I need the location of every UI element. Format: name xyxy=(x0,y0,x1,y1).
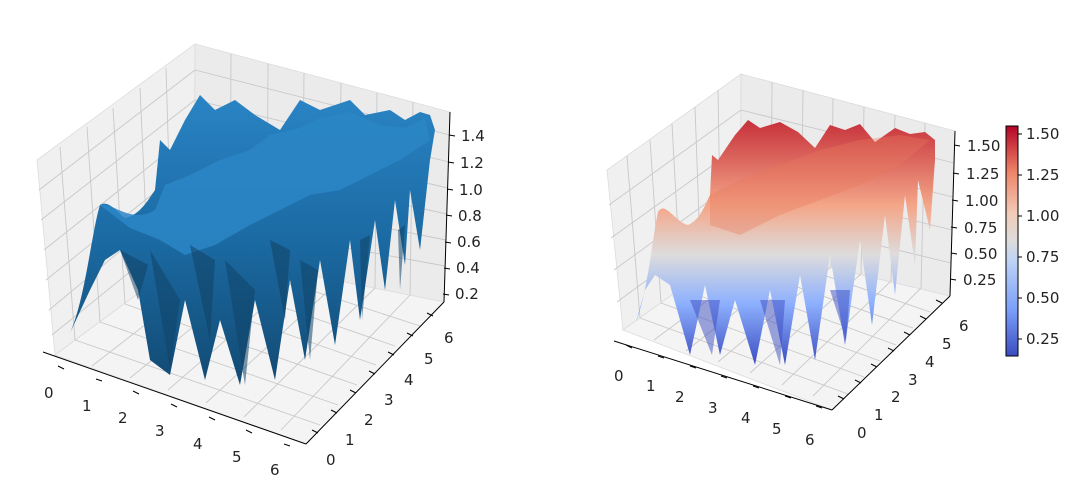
right-y-tick-1: 1 xyxy=(874,406,884,424)
right-x-tick-0: 0 xyxy=(614,367,624,385)
right-x-ticks: 0 1 2 3 4 5 6 xyxy=(614,344,823,449)
right-y-tick-3: 3 xyxy=(908,371,918,389)
colorbar-tick-1: 0.50 xyxy=(1026,289,1059,307)
left-y-tick-4: 4 xyxy=(404,371,414,389)
left-y-tick-0: 0 xyxy=(326,451,336,469)
left-y-tick-3: 3 xyxy=(384,391,394,409)
left-y-axis-line xyxy=(305,301,445,445)
right-surface-chart: 0 1 2 3 4 5 6 0 1 2 3 4 5 6 xyxy=(606,73,1059,449)
left-z-tick-3: 0.8 xyxy=(458,207,482,225)
right-z-tick-1: 0.50 xyxy=(964,245,997,263)
left-x-tick-1: 1 xyxy=(82,397,92,415)
right-z-tick-2: 0.75 xyxy=(964,219,997,237)
left-y-tick-5: 5 xyxy=(424,350,434,368)
colorbar-tick-3: 1.00 xyxy=(1026,207,1059,225)
right-z-ticks: 0.25 0.50 0.75 1.00 1.25 1.50 xyxy=(949,137,1000,289)
right-z-tick-4: 1.25 xyxy=(966,165,999,183)
left-y-ticks: 0 1 2 3 4 5 6 xyxy=(311,312,454,469)
left-x-tick-2: 2 xyxy=(118,409,128,427)
left-z-tick-2: 0.6 xyxy=(457,233,481,251)
right-z-tick-5: 1.50 xyxy=(967,137,1000,155)
left-z-tick-4: 1.0 xyxy=(459,181,483,199)
right-y-ticks: 0 1 2 3 4 5 6 xyxy=(837,299,969,442)
left-x-tick-3: 3 xyxy=(155,422,165,440)
right-x-axis-line xyxy=(613,340,833,411)
right-x-tick-1: 1 xyxy=(646,377,656,395)
left-x-ticks: 0 1 2 3 4 5 6 xyxy=(44,365,291,479)
left-x-tick-0: 0 xyxy=(44,384,54,402)
right-y-tick-5: 5 xyxy=(942,335,952,353)
left-surface xyxy=(70,95,435,385)
left-x-tick-5: 5 xyxy=(232,448,242,466)
colorbar-tick-0: 0.25 xyxy=(1026,330,1059,348)
colorbar-tick-4: 1.25 xyxy=(1026,166,1059,184)
left-z-ticks: 0.2 0.4 0.6 0.8 1.0 1.2 1.4 xyxy=(442,127,485,303)
right-y-tick-6: 6 xyxy=(959,317,969,335)
colorbar: 1.50 1.25 1.00 0.75 0.50 0.25 xyxy=(1005,125,1059,357)
right-x-tick-6: 6 xyxy=(805,431,815,449)
left-z-tick-6: 1.4 xyxy=(461,127,485,145)
left-x-tick-4: 4 xyxy=(193,435,203,453)
left-surface-chart: 0 1 2 3 4 5 6 0 1 2 3 4 5 6 xyxy=(36,43,485,479)
colorbar-tick-5: 1.50 xyxy=(1026,125,1059,143)
colorbar-tick-2: 0.75 xyxy=(1026,248,1059,266)
right-x-tick-2: 2 xyxy=(675,388,685,406)
left-z-axis-line xyxy=(443,111,451,303)
right-surface xyxy=(636,120,935,365)
left-z-tick-5: 1.2 xyxy=(460,154,484,172)
left-x-axis-line xyxy=(42,351,307,445)
right-z-axis-line xyxy=(949,130,956,297)
right-y-axis-line xyxy=(831,295,951,411)
left-y-tick-2: 2 xyxy=(364,411,374,429)
right-x-tick-3: 3 xyxy=(708,399,718,417)
right-y-tick-4: 4 xyxy=(925,353,935,371)
left-z-tick-1: 0.4 xyxy=(456,259,480,277)
right-y-tick-2: 2 xyxy=(891,388,901,406)
right-y-tick-0: 0 xyxy=(857,424,867,442)
left-y-tick-1: 1 xyxy=(345,431,355,449)
right-x-tick-5: 5 xyxy=(772,420,782,438)
left-y-tick-6: 6 xyxy=(444,329,454,347)
right-z-tick-3: 1.00 xyxy=(965,192,998,210)
left-x-tick-6: 6 xyxy=(270,461,280,479)
right-x-tick-4: 4 xyxy=(741,409,751,427)
left-z-tick-0: 0.2 xyxy=(455,285,479,303)
right-z-tick-0: 0.25 xyxy=(963,271,996,289)
